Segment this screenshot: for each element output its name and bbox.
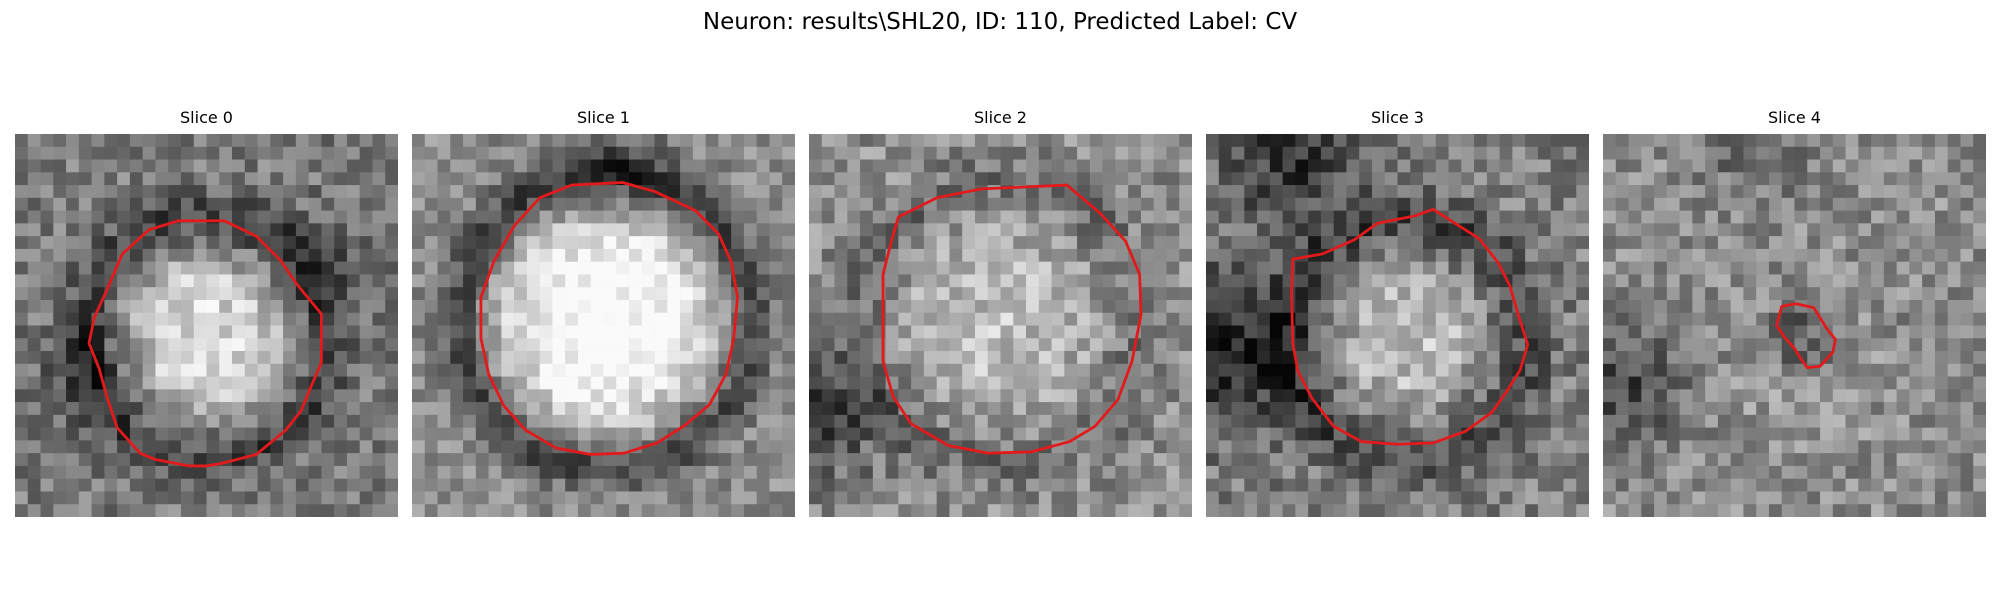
- microscopy-slice-image: [809, 134, 1192, 517]
- pixel-grid: [15, 134, 398, 517]
- roi-contour: [881, 183, 1143, 455]
- slice-title: Slice 3: [1371, 108, 1424, 127]
- microscopy-slice-image: [412, 134, 795, 517]
- slice-title: Slice 1: [577, 108, 630, 127]
- roi-contour: [479, 181, 739, 456]
- roi-contour: [1290, 207, 1530, 446]
- pixel-grid: [412, 134, 795, 517]
- slice-title: Slice 2: [974, 108, 1027, 127]
- pixel-grid: [809, 134, 1192, 517]
- slice-title: Slice 0: [180, 108, 233, 127]
- roi-contour: [1775, 302, 1837, 370]
- pixel-grid: [1603, 134, 1986, 517]
- pixel-grid: [1206, 134, 1589, 517]
- microscopy-slice-image: [1603, 134, 1986, 517]
- slice-title: Slice 4: [1768, 108, 1821, 127]
- roi-contour: [87, 219, 323, 468]
- microscopy-slice-image: [1206, 134, 1589, 517]
- microscopy-slice-image: [15, 134, 398, 517]
- figure-title: Neuron: results\SHL20, ID: 110, Predicte…: [702, 9, 1298, 35]
